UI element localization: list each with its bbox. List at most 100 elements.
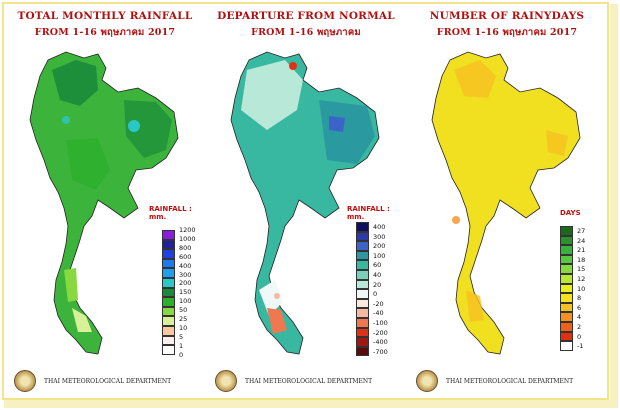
region-south-light [64,268,78,302]
legend-label: 100 [373,251,386,260]
legend-label: -100 [373,319,388,327]
legend-swatch [162,335,175,346]
region-dark-northeast [124,100,172,158]
legend-label: 150 [179,288,192,297]
region-orange-south [466,290,484,322]
legend-swatch [560,302,573,313]
legend-label: 200 [179,279,192,288]
legend-label: 20 [373,280,382,289]
legend-swatch [162,258,175,269]
legend-swatch [356,279,369,290]
legend-swatch [356,222,369,232]
thailand-shape [29,51,179,355]
department-label: THAI METEOROLOGICAL DEPARTMENT [245,378,373,385]
frame-shadow-right [610,4,618,402]
legend-swatch [560,254,573,265]
legend-label: 27 [577,227,586,235]
thailand-shape [431,51,581,355]
legend-swatch [162,345,175,355]
frame-shadow-bottom [4,400,618,408]
legend-swatch [162,297,175,307]
legend-label: 4 [577,313,582,322]
legend-title: RAINFALL : mm. [149,205,192,221]
legend-swatch [162,287,175,298]
department-label: THAI METEOROLOGICAL DEPARTMENT [446,378,574,385]
region-pale-north [241,60,303,130]
legend-label: 18 [577,255,586,264]
legend-swatch [356,241,369,251]
panel-total-rainfall: TOTAL MONTHLY RAINFALL FROM 1-16 พฤษภาคม… [6,4,204,396]
rainday-spot [452,216,460,224]
legend-swatch [356,250,369,261]
legend-swatch [356,318,369,328]
legend-swatch [356,298,369,309]
legend-label: 2 [577,323,582,331]
legend-label: 400 [179,261,192,270]
legend-label: 15 [577,265,586,274]
legend-label: 6 [577,303,582,312]
tmd-seal-logo [14,370,36,392]
legend-label: -20 [373,299,384,308]
region-white-south [259,280,283,316]
legend-swatch [162,249,175,259]
legend-label: 21 [577,246,586,255]
legend-label: 24 [577,236,586,245]
region-orange-north [454,60,496,98]
rain-cyan-spot [128,120,140,132]
region-orange-east [546,130,568,156]
legend-swatch [162,306,175,317]
legend-title: DAYS [560,209,581,217]
legend-label: 200 [373,242,386,251]
legend-title: RAINFALL : mm. [347,205,390,221]
thailand-rainfall-map [29,51,179,355]
legend-swatch [162,278,175,288]
legend-label: 300 [179,270,192,279]
legend-swatch [356,327,369,338]
legend-label: -1 [577,342,584,351]
legend-swatch [560,331,573,342]
legend-swatch [356,289,369,299]
legend-label: 50 [179,306,188,315]
deficit-red-spot [289,62,297,70]
legend-label: 1000 [179,234,196,243]
legend-label: 600 [179,252,192,261]
legend-swatch [560,226,573,236]
legend-swatch [560,341,573,351]
legend-label: 1200 [179,226,196,234]
panel-subtitle: FROM 1-16 พฤษภาคม 2017 [34,27,176,38]
legend-label: 800 [179,243,192,252]
panel-subtitle: FROM 1-16 พฤษภาคม 2017 [436,27,578,38]
legend-swatch [560,293,573,303]
legend-swatch [162,230,175,240]
panel-subtitle: FROM 1-16 พฤษภาคม [251,27,361,38]
legend-swatch [560,283,573,294]
legend-label: 10 [179,324,188,333]
legend-label: -700 [373,347,388,356]
region-dark-north [52,60,98,106]
region-blue-patch [329,116,345,132]
legend-swatch [560,264,573,274]
legend-label: 25 [179,315,188,324]
panel-departure-normal: DEPARTURE FROM NORMAL FROM 1-16 พฤษภาคม … [207,4,405,396]
legend-label: 0 [179,350,184,359]
panel-title: NUMBER OF RAINYDAYS [429,10,585,22]
legend-label: 8 [577,294,582,303]
legend-label: 400 [373,223,386,231]
legend-swatch [560,235,573,246]
legend-label: 100 [179,297,192,306]
legend-label: -400 [373,338,388,347]
legend-swatch [162,316,175,326]
legend-swatch [162,326,175,336]
deficit-orange-spot [274,293,280,299]
legend-swatch [560,312,573,322]
region-south-pale [72,308,92,332]
legend-swatch [162,268,175,278]
tmd-seal-logo [215,370,237,392]
legend-label: 12 [577,275,586,283]
legend-label: 40 [373,271,382,279]
region-light-central [66,138,110,190]
legend-swatch [356,308,369,318]
legend-label: 300 [373,232,386,241]
legend-swatch [356,346,369,357]
legend-swatch [356,231,369,242]
